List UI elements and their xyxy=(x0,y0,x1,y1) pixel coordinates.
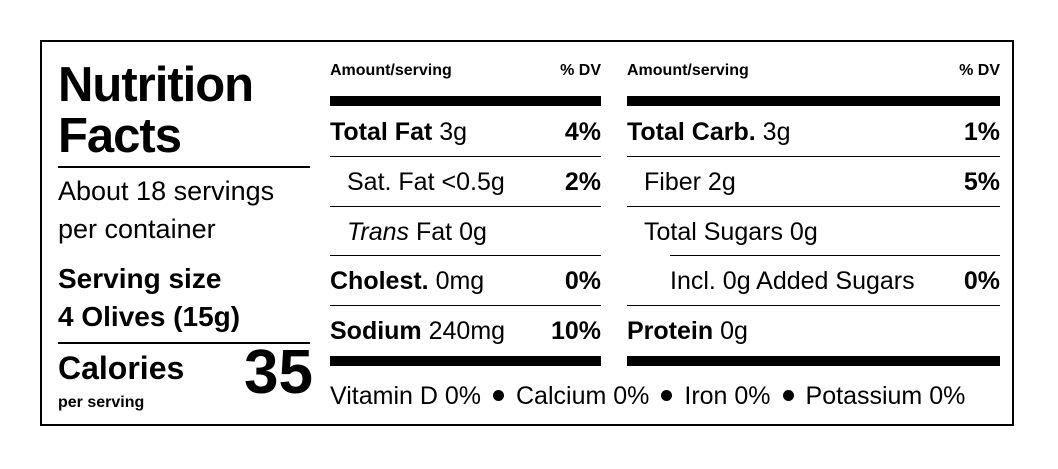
calories-label: Calories xyxy=(58,350,185,386)
servings-line-2: per container xyxy=(58,214,216,244)
nutrient-dv: 2% xyxy=(564,168,601,196)
nutrient-dv: 5% xyxy=(963,168,1000,196)
row-divider xyxy=(627,206,1000,207)
serving-size-value: 4 Olives (15g) xyxy=(58,301,241,332)
nutrient-dv: 1% xyxy=(963,118,1000,146)
row-divider xyxy=(330,156,601,157)
row-divider xyxy=(627,156,1000,157)
dv-header: % DV xyxy=(959,62,1000,79)
nutrition-facts-panel: Nutrition Facts About 18 servings per co… xyxy=(40,40,1014,426)
vitamins-minerals-line: Vitamin D 0% Calcium 0% Iron 0% Potassium 0… xyxy=(330,382,1000,411)
footer-thick-bar xyxy=(330,356,601,366)
nutrient-label: Trans Fat 0g xyxy=(347,218,487,246)
footer-thick-bar xyxy=(627,356,1000,366)
row-divider xyxy=(670,255,1000,256)
nutrient-dv: 0% xyxy=(963,267,1000,295)
calcium: Calcium 0% xyxy=(516,382,650,410)
nutrient-label: Total Carb. 3g xyxy=(627,118,791,146)
nutrient-dv: 10% xyxy=(550,317,601,345)
bullet-icon xyxy=(782,389,794,401)
servings-line-1: About 18 servings xyxy=(58,176,275,206)
serving-size: Serving size 4 Olives (15g) xyxy=(58,260,240,336)
potassium: Potassium 0% xyxy=(805,382,966,410)
title-divider xyxy=(58,166,310,168)
title-line-2: Facts xyxy=(58,109,182,163)
nutrient-row-protein: Protein 0g xyxy=(627,307,1000,354)
nutrient-table-right: Amount/serving % DV Total Carb. 3g 1% Fi… xyxy=(627,42,1000,372)
nutrient-row-sat-fat: Sat. Fat <0.5g 2% xyxy=(330,158,601,205)
calories-per-serving-label: per serving xyxy=(58,394,145,411)
nutrient-row-added-sugars: Incl. 0g Added Sugars 0% xyxy=(627,257,1000,304)
nutrient-table-left: Amount/serving % DV Total Fat 3g 4% Sat.… xyxy=(330,42,601,372)
serving-size-label: Serving size xyxy=(58,263,222,294)
header-thick-bar xyxy=(330,96,601,106)
nutrient-dv: 4% xyxy=(564,118,601,146)
nutrient-dv: 0% xyxy=(564,267,601,295)
header-thick-bar xyxy=(627,96,1000,106)
nutrient-label: Total Fat 3g xyxy=(330,118,468,146)
amount-header: Amount/serving xyxy=(330,62,452,79)
nutrient-label: Fiber 2g xyxy=(644,168,736,196)
bullet-icon xyxy=(661,389,673,401)
bullet-icon xyxy=(493,389,504,401)
row-divider xyxy=(627,305,1000,306)
calories-divider xyxy=(58,342,310,344)
iron: Iron 0% xyxy=(684,382,771,410)
nutrient-row-total-carb: Total Carb. 3g 1% xyxy=(627,108,1000,155)
calories-value: 35 xyxy=(244,338,313,407)
nutrient-row-cholesterol: Cholest. 0mg 0% xyxy=(330,257,601,304)
nutrient-label: Cholest. 0mg xyxy=(330,267,485,295)
nutrient-label: Total Sugars 0g xyxy=(644,218,818,246)
vitamin-d: Vitamin D 0% xyxy=(330,382,481,410)
row-divider xyxy=(330,255,601,256)
nutrient-row-trans-fat: Trans Fat 0g xyxy=(330,208,601,255)
nutrient-row-sodium: Sodium 240mg 10% xyxy=(330,307,601,354)
nutrient-label: Sodium 240mg xyxy=(330,317,506,345)
nutrient-label: Protein 0g xyxy=(627,317,748,345)
nutrient-row-total-sugars: Total Sugars 0g xyxy=(627,208,1000,255)
dv-header: % DV xyxy=(560,62,601,79)
nutrient-label: Incl. 0g Added Sugars xyxy=(670,267,915,295)
nutrition-facts-title: Nutrition Facts xyxy=(58,60,318,162)
nutrient-row-fiber: Fiber 2g 5% xyxy=(627,158,1000,205)
nutrient-label: Sat. Fat <0.5g xyxy=(347,168,505,196)
amount-header: Amount/serving xyxy=(627,62,749,79)
servings-per-container: About 18 servings per container xyxy=(58,172,274,248)
row-divider xyxy=(330,206,601,207)
nutrient-row-total-fat: Total Fat 3g 4% xyxy=(330,108,601,155)
title-line-1: Nutrition xyxy=(58,58,254,112)
row-divider xyxy=(330,305,601,306)
